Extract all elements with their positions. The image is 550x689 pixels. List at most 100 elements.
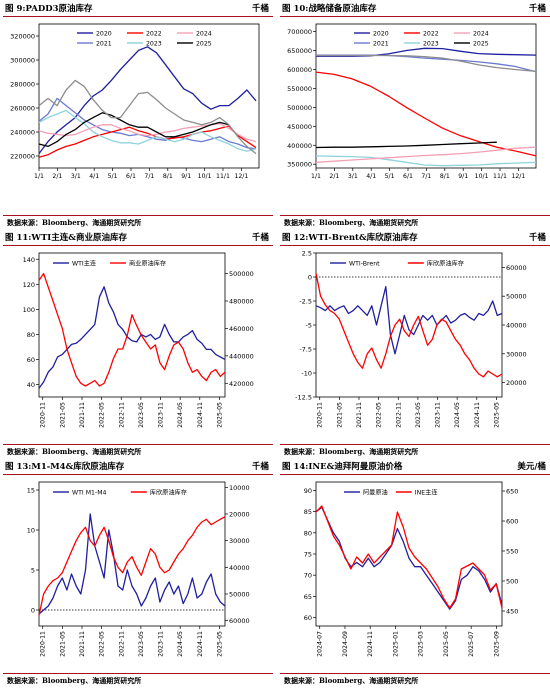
x-tick-label: 2024-11 xyxy=(197,402,204,428)
legend-label: 2022 xyxy=(146,31,162,38)
y-tick-label: 75 xyxy=(304,551,312,559)
chart-source: 数据来源：Bloomberg、海通期货研究所 xyxy=(284,676,419,685)
panel-wti-commercial: 图 11:WTI主连&商业原油库存 千桶 40 60 80 100 120 140 4200… xyxy=(3,229,273,457)
y2-tick-label: 600 xyxy=(506,518,518,526)
x-tick-label: 2024-05 xyxy=(177,631,184,657)
y2-tick-label: 500000 xyxy=(229,270,254,278)
chart-source: 数据来源：Bloomberg、海通期货研究所 xyxy=(7,676,142,685)
source-divider xyxy=(3,215,273,216)
series-line xyxy=(38,272,226,387)
source-divider xyxy=(280,215,550,216)
y-tick-label: 280000 xyxy=(10,81,35,89)
chart-title: 图 11:WTI主连&商业原油库存 xyxy=(5,233,127,243)
source-divider xyxy=(280,673,550,674)
series-line xyxy=(315,141,497,149)
y2-tick-label: 20000 xyxy=(506,379,527,387)
series-line xyxy=(38,109,257,152)
y2-tick-label: 420000 xyxy=(229,380,254,388)
y2-tick-label: 50000 xyxy=(506,293,527,301)
x-tick-label: 2/1 xyxy=(329,173,339,180)
y-tick-label: 120 xyxy=(23,281,35,289)
y-tick-label: 0 xyxy=(308,274,312,282)
series-line xyxy=(38,125,257,158)
y2-tick-label: 40000 xyxy=(506,322,527,330)
legend-label: 2021 xyxy=(373,41,389,48)
x-tick-label: 7/1 xyxy=(144,173,154,180)
panel-header: 图 13:M1-M4&库欣原油库存 千桶 xyxy=(3,458,273,475)
x-tick-label: 2/1 xyxy=(52,173,62,180)
panel-spr: 图 10:战略储备原油库存 千桶 350000 400000 450000 50000… xyxy=(280,0,550,228)
chart-unit: 美元/桶 xyxy=(517,462,546,472)
series-line xyxy=(38,513,226,615)
panel-header: 图 11:WTI主连&商业原油库存 千桶 xyxy=(3,229,273,246)
x-tick-label: 12/1 xyxy=(234,173,248,180)
y2-tick-label: 460000 xyxy=(229,325,254,333)
y2-tick-label: 10000 xyxy=(229,484,250,492)
y-tick-label: 65 xyxy=(304,593,312,601)
series-line xyxy=(316,47,537,57)
y-tick-label: 300000 xyxy=(10,57,35,65)
x-tick-label: 11/1 xyxy=(216,173,230,180)
series-line xyxy=(315,505,503,609)
series-line xyxy=(315,71,537,157)
y-tick-label: 80 xyxy=(27,331,35,339)
x-tick-label: 2022-11 xyxy=(118,631,125,657)
x-tick-label: 2024-05 xyxy=(454,402,461,428)
y-tick-label: -5 xyxy=(306,322,312,330)
x-tick-label: 2022-05 xyxy=(376,402,383,428)
legend-label: 库欣原油库存 xyxy=(150,489,187,497)
chart-title: 图 13:M1-M4&库欣原油库存 xyxy=(5,462,125,472)
series-line xyxy=(38,112,230,148)
y2-tick-label: 30000 xyxy=(506,350,527,358)
panel-wti-brent-cushing: 图 12:WTI-Brent&库欣原油库存 千桶 -12.5 -10 -7.5 -5-… xyxy=(280,229,550,457)
y-tick-label: -10 xyxy=(301,370,312,378)
chart-source: 数据来源：Bloomberg、海通期货研究所 xyxy=(284,447,419,456)
y-tick-label: 90 xyxy=(304,487,312,495)
x-tick-label: 2024-11 xyxy=(474,402,481,428)
chart-svg: 0 5 10 15 10000 20000 30000 40000 50000 60000 2020… xyxy=(27,481,250,657)
chart-svg: -12.5 -10 -7.5 -5 -2.5 0 2.5 20000 30000 40000 500… xyxy=(295,250,527,428)
plot-frame xyxy=(315,23,537,169)
plot-frame xyxy=(38,252,226,398)
x-tick-label: 2022-11 xyxy=(395,402,402,428)
y-tick-label: 220000 xyxy=(10,153,35,161)
x-tick-label: 2021-05 xyxy=(336,402,343,428)
source-divider xyxy=(280,444,550,445)
series-line xyxy=(315,155,537,167)
x-tick-label: 8/1 xyxy=(440,173,450,180)
chart-unit: 千桶 xyxy=(528,233,546,243)
y2-tick-label: 650 xyxy=(506,488,518,496)
x-tick-label: 2021-11 xyxy=(356,402,363,428)
legend-label: 2020 xyxy=(96,31,112,38)
y-tick-label: 500000 xyxy=(287,104,312,112)
legend-label: INE主连 xyxy=(415,489,439,497)
y2-tick-label: 480000 xyxy=(229,298,254,306)
x-tick-label: 2020-11 xyxy=(317,402,324,428)
y-tick-label: 100 xyxy=(23,306,35,314)
y2-tick-label: 450 xyxy=(506,608,518,616)
y-tick-label: -2.5 xyxy=(299,298,312,306)
panel-header: 图 14:INE&迪拜阿曼原油价格 美元/桶 xyxy=(280,458,550,475)
legend-label: WTI主连 xyxy=(72,260,97,268)
x-tick-label: 2024-09 xyxy=(342,631,349,657)
x-tick-label: 2025-05 xyxy=(443,631,450,657)
y-tick-label: 10 xyxy=(27,527,35,535)
series-line xyxy=(38,46,257,154)
panel-padd3: 图 9:PADD3原油库存 千桶 220000 240000 260000 28000… xyxy=(3,0,273,228)
x-tick-label: 2020-11 xyxy=(40,402,47,428)
x-tick-label: 5/1 xyxy=(108,173,118,180)
legend-label: 2022 xyxy=(423,31,439,38)
y-tick-label: 0 xyxy=(31,607,35,615)
y-tick-label: 260000 xyxy=(10,105,35,113)
x-tick-label: 4/1 xyxy=(89,173,99,180)
y2-tick-label: 500 xyxy=(506,578,518,586)
series-line xyxy=(316,54,537,73)
x-tick-label: 7/1 xyxy=(421,173,431,180)
y-tick-label: 40 xyxy=(27,381,35,389)
x-tick-label: 2025-05 xyxy=(216,631,223,657)
source-divider xyxy=(3,444,273,445)
y-tick-label: 80 xyxy=(304,529,312,537)
y-tick-label: 60 xyxy=(27,356,35,364)
y-tick-label: 5 xyxy=(31,567,35,575)
x-tick-label: 3/1 xyxy=(71,173,81,180)
